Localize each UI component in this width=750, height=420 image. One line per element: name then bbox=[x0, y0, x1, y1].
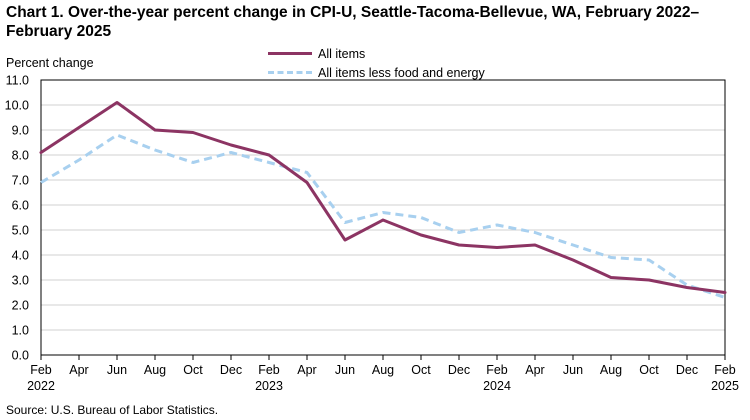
x-tick-label: Aug bbox=[372, 363, 394, 377]
x-tick-label: Dec bbox=[448, 363, 470, 377]
y-tick-label: 4.0 bbox=[12, 249, 29, 263]
y-tick-label: 1.0 bbox=[12, 324, 29, 338]
y-tick-label: 10.0 bbox=[5, 99, 29, 113]
x-tick-label: Aug bbox=[600, 363, 622, 377]
x-tick-year-label: 2025 bbox=[711, 379, 739, 393]
y-tick-label: 5.0 bbox=[12, 224, 29, 238]
y-tick-label: 0.0 bbox=[12, 349, 29, 363]
x-tick-label: Apr bbox=[297, 363, 316, 377]
x-tick-label: Dec bbox=[676, 363, 698, 377]
x-tick-label: Apr bbox=[69, 363, 88, 377]
y-tick-label: 9.0 bbox=[12, 124, 29, 138]
legend-label-core: All items less food and energy bbox=[318, 65, 485, 80]
x-tick-label: Oct bbox=[183, 363, 203, 377]
y-tick-label: 2.0 bbox=[12, 299, 29, 313]
x-tick-label: Jun bbox=[563, 363, 583, 377]
y-axis-label: Percent change bbox=[6, 56, 94, 70]
source-note: Source: U.S. Bureau of Labor Statistics. bbox=[6, 403, 219, 417]
x-tick-label: Jun bbox=[335, 363, 355, 377]
legend-item-core: All items less food and energy bbox=[268, 63, 485, 82]
legend-label-all-items: All items bbox=[318, 46, 366, 61]
series-line-core bbox=[40, 133, 726, 299]
chart-title: Chart 1. Over-the-year percent change in… bbox=[6, 4, 700, 40]
x-tick-label: Feb bbox=[258, 363, 280, 377]
y-tick-label: 8.0 bbox=[12, 149, 29, 163]
x-tick-year-label: 2024 bbox=[483, 379, 511, 393]
x-tick-label: Feb bbox=[486, 363, 508, 377]
legend: All items All items less food and energy bbox=[268, 44, 485, 82]
x-tick-label: Jun bbox=[107, 363, 127, 377]
x-tick-label: Feb bbox=[714, 363, 736, 377]
legend-item-all-items: All items bbox=[268, 44, 485, 63]
legend-swatch-core bbox=[268, 71, 312, 74]
y-tick-label: 6.0 bbox=[12, 199, 29, 213]
x-tick-year-label: 2023 bbox=[255, 379, 283, 393]
x-tick-label: Apr bbox=[525, 363, 544, 377]
x-tick-label: Oct bbox=[639, 363, 659, 377]
x-tick-label: Aug bbox=[144, 363, 166, 377]
y-tick-label: 3.0 bbox=[12, 274, 29, 288]
legend-swatch-all-items bbox=[268, 52, 312, 55]
x-tick-label: Dec bbox=[220, 363, 242, 377]
y-tick-label: 7.0 bbox=[12, 174, 29, 188]
x-tick-label: Feb bbox=[30, 363, 52, 377]
x-tick-label: Oct bbox=[411, 363, 431, 377]
y-tick-label: 11.0 bbox=[6, 74, 29, 88]
series-line-all-items bbox=[39, 101, 727, 294]
x-tick-year-label: 2022 bbox=[27, 379, 55, 393]
